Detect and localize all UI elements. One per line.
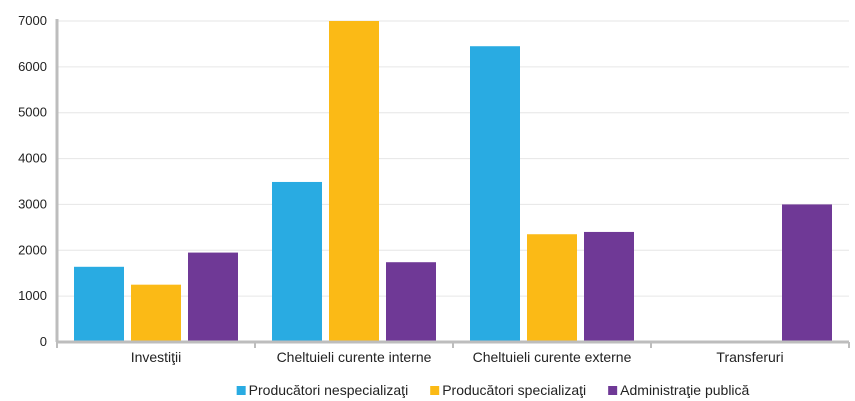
y-tick-label: 2000 bbox=[18, 242, 47, 257]
y-tick-label: 1000 bbox=[18, 288, 47, 303]
legend-swatch bbox=[430, 386, 440, 395]
legend-label: Administraţie publică bbox=[620, 382, 749, 398]
legend-label: Producători specializaţi bbox=[442, 382, 586, 398]
y-tick-label: 0 bbox=[40, 334, 47, 349]
y-tick-label: 6000 bbox=[18, 59, 47, 74]
bar bbox=[584, 231, 634, 342]
bar bbox=[74, 266, 124, 342]
y-tick-labels: 0 1000 2000 3000 4000 5000 6000 7000 bbox=[18, 13, 47, 349]
grid-lines bbox=[57, 20, 849, 297]
bar bbox=[782, 204, 832, 342]
category-label: Investiţii bbox=[131, 349, 182, 365]
category-label: Cheltuieli curente interne bbox=[277, 349, 432, 365]
bar bbox=[386, 262, 436, 342]
bar bbox=[272, 181, 322, 342]
x-tick-marks bbox=[56, 342, 850, 348]
category-label: Transferuri bbox=[716, 349, 783, 365]
category-labels: Investiţii Cheltuieli curente interne Chel… bbox=[131, 349, 784, 365]
bar bbox=[527, 234, 577, 342]
bar bbox=[188, 252, 238, 342]
y-tick-label: 7000 bbox=[18, 13, 47, 28]
y-tick-label: 3000 bbox=[18, 196, 47, 211]
legend: Producători nespecializaţi Producători sp… bbox=[236, 382, 750, 398]
category-label: Cheltuieli curente externe bbox=[473, 349, 632, 365]
bar bbox=[470, 46, 520, 342]
y-tick-label: 5000 bbox=[18, 105, 47, 120]
y-tick-label: 4000 bbox=[18, 151, 47, 166]
legend-swatch bbox=[608, 386, 618, 395]
bars bbox=[74, 21, 832, 342]
bar bbox=[329, 21, 379, 342]
bar bbox=[131, 284, 181, 342]
legend-label: Producători nespecializaţi bbox=[249, 382, 409, 398]
legend-swatch bbox=[236, 386, 246, 395]
